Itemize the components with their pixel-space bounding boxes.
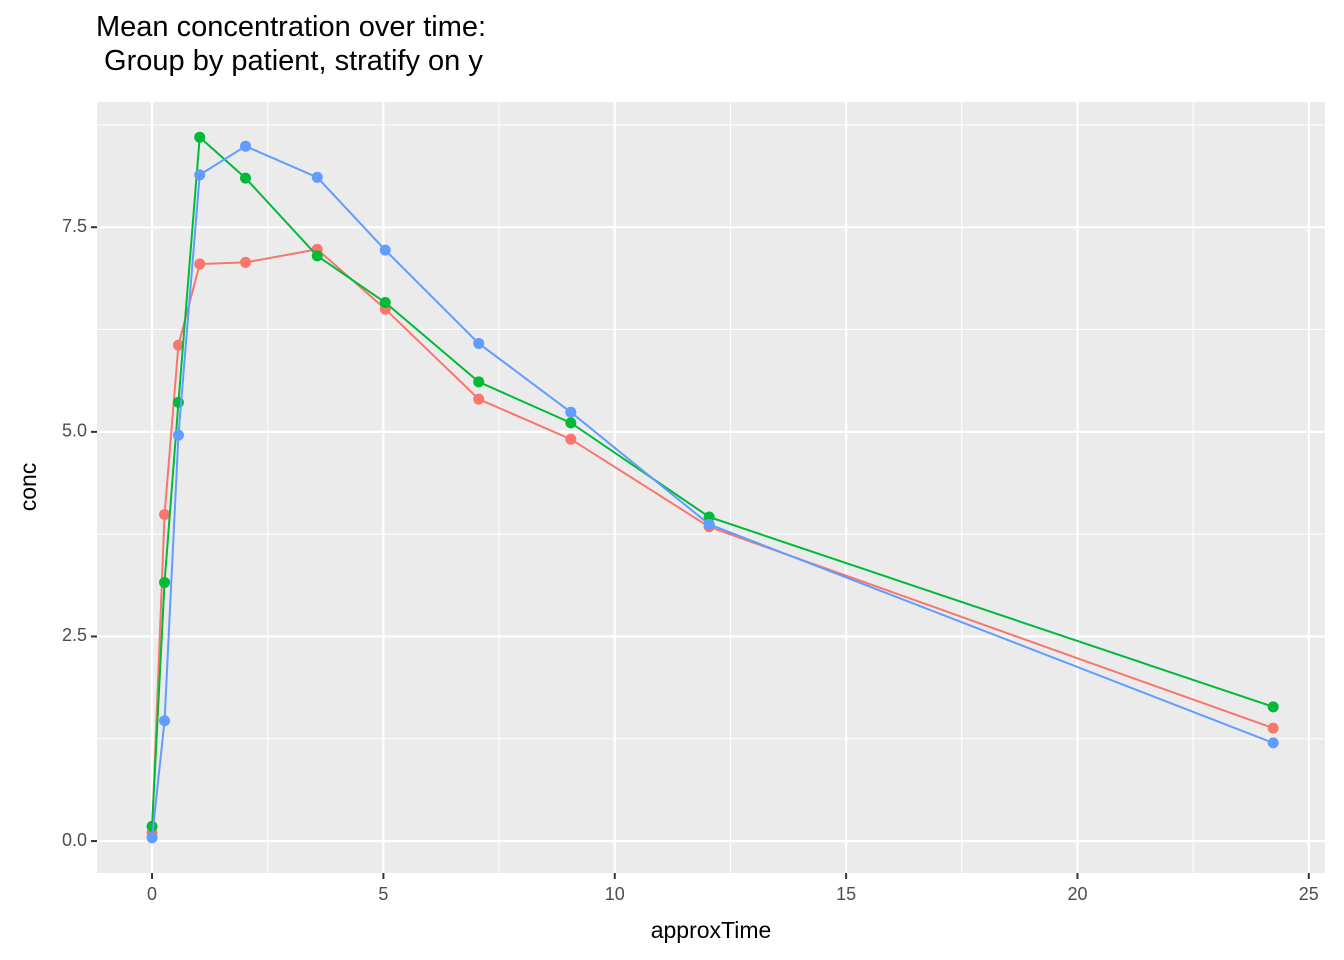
point <box>565 417 577 429</box>
point <box>159 715 171 727</box>
point <box>565 433 577 445</box>
point <box>159 509 171 521</box>
point <box>703 518 715 530</box>
x-tick-label: 0 <box>147 884 157 904</box>
point <box>1267 701 1279 713</box>
point <box>240 256 252 268</box>
y-tick-label: 7.5 <box>62 216 87 236</box>
panel <box>97 102 1325 873</box>
y-tick-label: 5.0 <box>62 421 87 441</box>
y-axis-title: conc <box>15 463 41 512</box>
point <box>473 337 485 349</box>
point <box>473 376 485 388</box>
point <box>172 429 184 441</box>
point <box>1267 737 1279 749</box>
point <box>379 297 391 309</box>
chart-title: Mean concentration over time: Group by p… <box>96 11 487 77</box>
x-tick-label: 15 <box>836 884 856 904</box>
y-tick-label: 2.5 <box>62 625 87 645</box>
x-tick-label: 10 <box>605 884 625 904</box>
point <box>172 339 184 351</box>
point <box>240 172 252 184</box>
point <box>240 140 252 152</box>
x-axis-title: approxTime <box>651 917 772 943</box>
y-tick-label: 0.0 <box>62 830 87 850</box>
point <box>311 250 323 262</box>
point <box>379 244 391 256</box>
point <box>1267 722 1279 734</box>
x-tick-label: 5 <box>378 884 388 904</box>
point <box>194 131 206 143</box>
point <box>194 169 206 181</box>
x-tick-label: 20 <box>1067 884 1087 904</box>
x-tick-label: 25 <box>1299 884 1319 904</box>
point <box>473 393 485 405</box>
point <box>159 576 171 588</box>
point <box>565 406 577 418</box>
point <box>146 820 158 832</box>
point <box>146 832 158 844</box>
point <box>311 171 323 183</box>
point <box>194 258 206 270</box>
